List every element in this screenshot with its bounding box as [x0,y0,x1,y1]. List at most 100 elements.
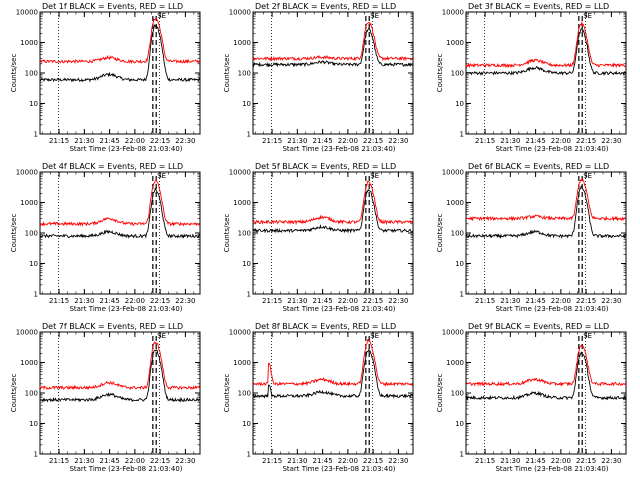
marker-label-end: E [162,172,166,180]
panel-title: Det 5f BLACK = Events, RED = LLD [255,162,396,171]
y-tick-label: 1000 [233,359,251,367]
y-tick-label: 100 [238,390,251,398]
panel-det-2: Det 2f BLACK = Events, RED = LLD 1 10 100 10… [223,2,414,153]
marker-label-end: E [375,12,379,20]
x-tick-label: 21:30 [287,137,307,145]
plot-frame [39,331,201,455]
x-tick-label: 22:00 [125,457,145,465]
x-tick-label: 22:30 [388,297,408,305]
x-tick-label: 22:00 [338,297,358,305]
x-tick-label: 22:00 [125,297,145,305]
series-lld-line [465,20,627,69]
y-tick-label: 100 [451,230,464,238]
x-tick-label: 22:00 [338,137,358,145]
x-tick-label: 21:45 [100,137,120,145]
marker-label-start: S [583,172,588,180]
y-axis-label: Counts/sec [223,54,231,93]
panel-det-1: Det 1f BLACK = Events, RED = LLD 1 10 100 10… [10,2,201,153]
x-tick-label: 21:45 [313,137,333,145]
y-axis-label: Counts/sec [223,374,231,413]
panel-det-4: Det 4f BLACK = Events, RED = LLD 1 10 100 10… [10,162,201,313]
series-lld-line [39,341,201,391]
y-axis-label: Counts/sec [436,214,444,253]
marker-label-end: E [162,332,166,340]
marker-label-start: S [157,332,162,340]
x-tick-label: 21:15 [262,457,282,465]
marker-label-end: E [375,172,379,180]
x-tick-label: 21:30 [500,457,520,465]
y-tick-label: 1000 [233,199,251,207]
panel-title: Det 8f BLACK = Events, RED = LLD [255,322,396,331]
y-tick-label: 100 [451,70,464,78]
x-tick-label: 21:30 [74,137,94,145]
x-axis-label: Start Time (23-Feb-08 21:03:40) [282,145,395,153]
y-tick-label: 10 [242,260,251,268]
y-tick-label: 10000 [229,169,251,177]
y-tick-label: 10 [29,420,38,428]
x-tick-label: 22:30 [388,137,408,145]
x-tick-label: 21:45 [526,457,546,465]
y-tick-label: 1000 [446,199,464,207]
x-axis-label: Start Time (23-Feb-08 21:03:40) [69,465,182,473]
y-axis-label: Counts/sec [10,54,18,93]
x-tick-label: 22:00 [551,297,571,305]
y-tick-label: 1000 [233,39,251,47]
panel-det-8: Det 8f BLACK = Events, RED = LLD 1 10 100 10… [223,322,414,473]
y-tick-label: 10000 [442,9,464,17]
x-tick-label: 21:15 [49,457,69,465]
x-tick-label: 21:30 [500,137,520,145]
panel-title: Det 4f BLACK = Events, RED = LLD [42,162,183,171]
x-tick-label: 21:45 [313,457,333,465]
plot-frame [39,11,201,135]
y-tick-label: 10000 [16,329,38,337]
panel-title: Det 2f BLACK = Events, RED = LLD [255,2,396,11]
x-axis-label: Start Time (23-Feb-08 21:03:40) [495,465,608,473]
y-tick-label: 1 [34,291,38,299]
series-lld-line [252,338,414,387]
y-tick-label: 1 [460,131,464,139]
panel-det-7: Det 7f BLACK = Events, RED = LLD 1 10 100 10… [10,322,201,473]
x-tick-label: 21:15 [475,457,495,465]
x-tick-label: 21:15 [49,297,69,305]
y-tick-label: 100 [238,70,251,78]
x-tick-label: 21:30 [287,297,307,305]
x-tick-label: 21:15 [49,137,69,145]
marker-label-start: S [370,12,375,20]
x-tick-label: 21:45 [526,297,546,305]
panel-title: Det 6f BLACK = Events, RED = LLD [468,162,609,171]
y-tick-label: 1000 [20,39,38,47]
y-tick-label: 10000 [229,329,251,337]
panel-det-3: Det 3f BLACK = Events, RED = LLD 1 10 100 10… [436,2,627,153]
x-tick-label: 21:45 [526,137,546,145]
x-axis-label: Start Time (23-Feb-08 21:03:40) [282,465,395,473]
y-tick-label: 1000 [20,199,38,207]
y-tick-label: 100 [451,390,464,398]
series-lld-line [39,178,201,227]
series-events-line [465,28,627,76]
marker-label-end: E [162,12,166,20]
series-events-line [252,188,414,234]
series-events-line [39,23,200,83]
x-tick-label: 22:30 [601,137,621,145]
y-tick-label: 10 [29,260,38,268]
x-tick-label: 22:30 [388,457,408,465]
x-axis-label: Start Time (23-Feb-08 21:03:40) [495,305,608,313]
x-tick-label: 22:00 [338,457,358,465]
x-axis-label: Start Time (23-Feb-08 21:03:40) [69,145,182,153]
y-axis-label: Counts/sec [10,374,18,413]
x-tick-label: 22:00 [551,457,571,465]
x-tick-label: 21:30 [500,297,520,305]
x-tick-label: 22:15 [150,457,170,465]
plot-frame [465,171,627,295]
x-tick-label: 21:45 [313,297,333,305]
panel-title: Det 7f BLACK = Events, RED = LLD [42,322,183,331]
panel-title: Det 9f BLACK = Events, RED = LLD [468,322,609,331]
y-axis-label: Counts/sec [10,214,18,253]
series-lld-line [465,178,626,222]
plot-frame [39,171,201,295]
x-axis-label: Start Time (23-Feb-08 21:03:40) [282,305,395,313]
panel-title: Det 3f BLACK = Events, RED = LLD [468,2,609,11]
y-tick-label: 10000 [229,9,251,17]
x-tick-label: 22:30 [601,457,621,465]
y-tick-label: 10000 [442,329,464,337]
